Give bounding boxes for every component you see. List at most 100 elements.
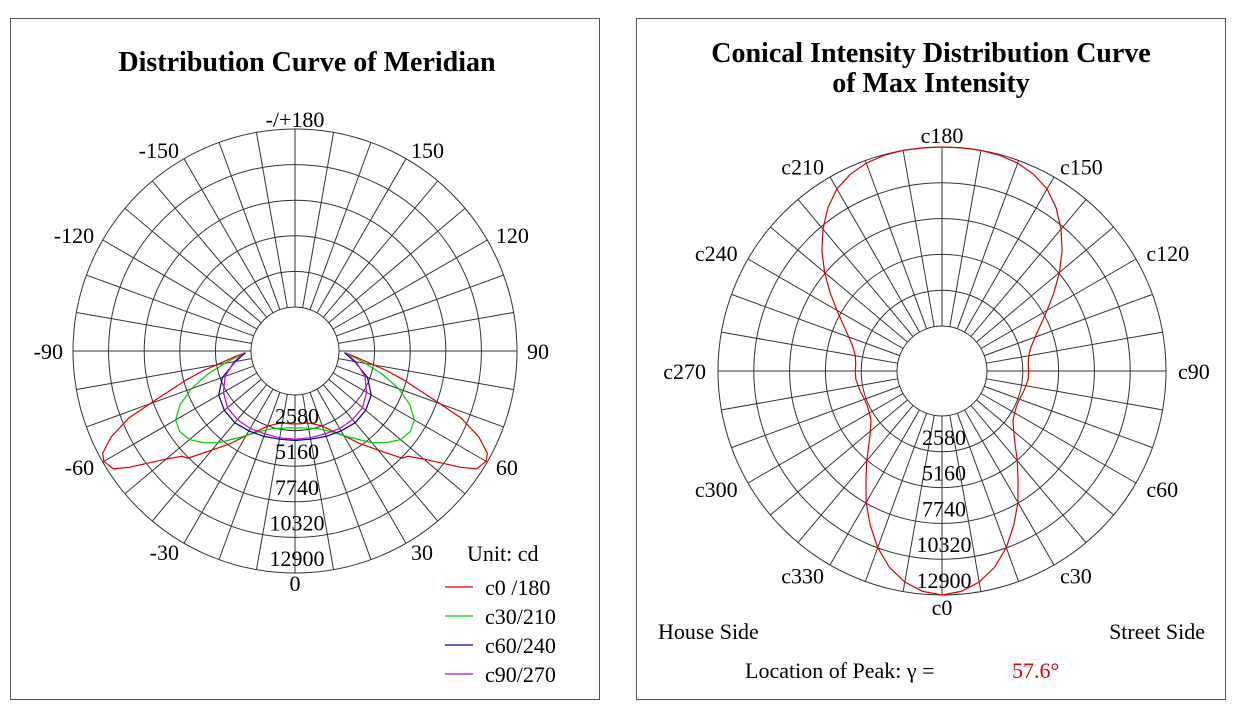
angle-label: c330	[781, 563, 824, 588]
grid-spoke	[328, 378, 466, 495]
grid-spoke	[183, 158, 274, 314]
grid-spoke	[124, 378, 262, 495]
grid-spoke	[183, 388, 274, 544]
radial-tick-label: 12900	[270, 546, 325, 571]
angle-label: c120	[1146, 241, 1189, 266]
legend-entry: c0 /180	[485, 575, 550, 600]
grid-spoke	[970, 199, 1087, 337]
grid-spoke	[956, 160, 1020, 329]
meridian-series-group	[101, 352, 489, 470]
grid-spoke	[302, 394, 335, 570]
grid-ring	[143, 199, 447, 503]
grid-spoke	[721, 331, 898, 364]
grid-spoke	[316, 158, 407, 314]
meridian-polar-chart: Distribution Curve of Meridian 2580 5160 7…	[34, 47, 556, 687]
grid-spoke	[332, 372, 488, 463]
grid-spoke	[986, 378, 1163, 411]
conical-grid	[717, 146, 1167, 596]
grid-spoke	[151, 384, 268, 522]
unit-label: Unit: cd	[467, 541, 539, 566]
angle-label: 30	[411, 540, 433, 565]
radial-tick-label: 7740	[922, 496, 966, 521]
grid-spoke	[902, 415, 935, 592]
grid-spoke	[76, 358, 252, 391]
peak-location-label: Location of Peak: γ =	[745, 658, 935, 683]
grid-spoke	[76, 311, 252, 344]
street-side-label: Street Side	[1109, 619, 1205, 644]
angle-label: c60	[1146, 477, 1178, 502]
grid-spoke	[302, 132, 335, 308]
grid-spoke	[984, 385, 1153, 449]
grid-spoke	[956, 413, 1020, 582]
grid-spoke	[338, 358, 514, 391]
grid-spoke	[976, 226, 1114, 343]
legend-entry: c60/240	[485, 633, 556, 658]
meridian-grid	[72, 128, 518, 574]
grid-spoke	[86, 274, 254, 337]
angle-label: c210	[781, 155, 824, 180]
grid-spoke	[316, 388, 407, 544]
legend-entry: c90/270	[485, 662, 556, 687]
grid-spoke	[770, 226, 908, 343]
radial-tick-label: 2580	[922, 425, 966, 450]
grid-spoke	[864, 413, 928, 582]
grid-spoke	[731, 385, 900, 449]
grid-spoke	[864, 160, 928, 329]
grid-spoke	[949, 150, 982, 327]
grid-spoke	[986, 331, 1163, 364]
grid-ring	[108, 164, 482, 538]
radial-tick-label: 7740	[275, 475, 319, 500]
grid-spoke	[338, 311, 514, 344]
angle-label: c300	[695, 477, 738, 502]
angle-label: c270	[663, 359, 706, 384]
grid-spoke	[218, 142, 281, 310]
grid-spoke	[964, 176, 1055, 333]
grid-inner-ring	[250, 306, 340, 396]
angle-label: c150	[1060, 155, 1103, 180]
radial-tick-label: 5160	[922, 461, 966, 486]
grid-spoke	[102, 372, 258, 463]
grid-spoke	[721, 378, 898, 411]
grid-spoke	[328, 207, 466, 324]
radial-tick-label: 10320	[917, 532, 972, 557]
grid-spoke	[309, 142, 372, 310]
angle-label: -120	[54, 223, 94, 248]
angle-label: c180	[921, 123, 964, 148]
angle-label: c90	[1178, 359, 1210, 384]
radial-tick-label: 2580	[275, 404, 319, 429]
grid-spoke	[151, 180, 268, 318]
angle-label: 60	[496, 455, 518, 480]
angle-label: 120	[496, 223, 529, 248]
grid-spoke	[731, 293, 900, 357]
conical-chart-panel: Conical Intensity Distribution Curve of …	[636, 18, 1226, 700]
angle-label: 0	[290, 571, 301, 596]
grid-ring	[789, 218, 1095, 524]
grid-ring	[824, 253, 1060, 489]
grid-ring	[214, 270, 376, 432]
grid-spoke	[255, 394, 288, 570]
grid-spoke	[255, 132, 288, 308]
angle-label: -60	[65, 455, 94, 480]
angle-label: -/+180	[266, 107, 325, 132]
grid-spoke	[102, 239, 258, 330]
grid-spoke	[949, 415, 982, 592]
grid-ring	[860, 289, 1024, 453]
meridian-chart-title: Distribution Curve of Meridian	[118, 47, 496, 78]
angle-label: -90	[34, 339, 63, 364]
conical-radial-tick-labels: 2580 5160 7740 10320 12900	[917, 425, 972, 593]
peak-location-value: 57.6°	[1012, 658, 1059, 683]
grid-spoke	[336, 365, 504, 428]
series-line-2	[218, 352, 372, 442]
radial-tick-label: 5160	[275, 439, 319, 464]
meridian-angle-labels: 0 30 60 90 120 150 -/+180 -150 -120 -90 -60 -30	[34, 107, 549, 596]
angle-label: c0	[932, 595, 953, 620]
grid-spoke	[797, 405, 914, 543]
series-line-0	[821, 146, 1063, 596]
angle-label: -30	[150, 540, 179, 565]
grid-spoke	[902, 150, 935, 327]
grid-ring	[179, 235, 411, 467]
meridian-radial-tick-labels: 2580 5160 7740 10320 12900	[270, 404, 325, 571]
conical-series-group	[821, 146, 1063, 596]
grid-spoke	[747, 393, 904, 484]
radial-tick-label: 10320	[270, 510, 325, 535]
